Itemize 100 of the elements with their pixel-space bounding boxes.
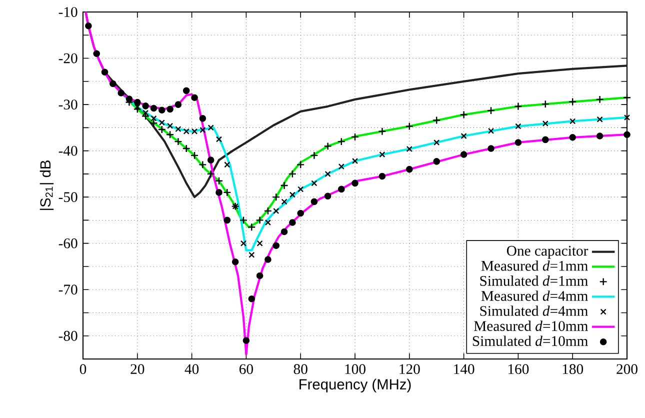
point — [434, 139, 440, 146]
x-tick-label: 0 — [80, 364, 86, 374]
x-axis-title: Frequency (MHz) — [300, 378, 411, 392]
point — [542, 136, 549, 144]
point — [207, 156, 214, 164]
point — [190, 151, 199, 160]
point — [224, 216, 231, 224]
point — [288, 170, 297, 178]
point — [199, 115, 206, 122]
point — [216, 136, 222, 142]
point — [310, 198, 318, 206]
y-tick-label: -10 — [58, 7, 78, 17]
point — [126, 96, 133, 102]
y-tick-label: -30 — [58, 100, 78, 110]
point — [93, 50, 100, 58]
point — [142, 102, 149, 110]
point — [223, 188, 232, 197]
point — [166, 106, 174, 113]
point — [486, 106, 496, 115]
point — [248, 252, 255, 258]
x-tick-label: 160 — [508, 364, 529, 374]
point — [256, 272, 264, 280]
point — [281, 198, 288, 205]
point — [460, 151, 468, 158]
point — [208, 124, 214, 131]
point — [542, 120, 548, 127]
point — [622, 94, 632, 102]
point — [596, 132, 604, 140]
point — [174, 101, 182, 108]
point — [133, 105, 142, 114]
point — [569, 134, 576, 141]
point — [214, 176, 224, 185]
point — [324, 142, 332, 150]
point — [338, 163, 344, 170]
point — [324, 170, 331, 177]
point — [378, 172, 386, 180]
point — [175, 126, 182, 132]
point — [110, 80, 116, 88]
legend-label: Measured d=10mm — [474, 320, 588, 331]
point — [166, 122, 174, 129]
point — [406, 146, 412, 152]
point — [406, 166, 413, 173]
point — [338, 186, 345, 193]
point — [150, 104, 158, 112]
point — [256, 216, 264, 224]
y-tick-label: -70 — [58, 284, 78, 295]
point — [150, 118, 158, 128]
x-tick-label: 80 — [294, 364, 308, 374]
point — [118, 90, 124, 96]
point — [191, 94, 198, 101]
point — [488, 145, 494, 152]
point — [352, 158, 358, 164]
point — [460, 132, 467, 140]
point — [272, 193, 280, 202]
point — [289, 192, 296, 198]
legend-label: Simulated d=1mm — [480, 276, 588, 286]
y-tick-label: -40 — [58, 146, 78, 156]
point — [248, 223, 256, 232]
point — [460, 110, 468, 119]
point — [264, 219, 272, 226]
point — [298, 186, 304, 192]
point — [541, 100, 550, 108]
point — [200, 126, 206, 134]
point — [239, 216, 248, 224]
point — [514, 102, 522, 110]
point — [264, 256, 272, 263]
x-tick-label: 100 — [345, 364, 366, 374]
point — [273, 208, 280, 214]
point — [216, 189, 222, 196]
legend-label: One capacitor — [506, 246, 588, 259]
point — [272, 242, 280, 250]
point — [182, 87, 190, 94]
point — [432, 116, 441, 124]
point — [568, 98, 577, 106]
point — [85, 22, 92, 30]
point — [232, 258, 239, 266]
y-axis-title: |S$_{21}$| dB — [40, 160, 54, 210]
point — [166, 130, 174, 139]
y-tick-label: -80 — [58, 330, 78, 341]
point — [488, 128, 494, 134]
point — [256, 240, 263, 246]
point — [158, 120, 165, 126]
x-tick-label: 60 — [239, 364, 253, 374]
point — [182, 144, 190, 153]
point — [296, 160, 305, 169]
point — [570, 118, 576, 124]
point — [324, 192, 332, 200]
x-tick-label: 200 — [616, 364, 638, 374]
point — [191, 128, 198, 134]
y-tick-label: -20 — [58, 53, 78, 64]
point — [405, 122, 414, 130]
point — [379, 151, 386, 158]
point — [248, 295, 256, 302]
x-tick-label: 140 — [454, 364, 474, 374]
point — [378, 127, 386, 136]
legend-label: Simulated d=10mm — [472, 336, 588, 346]
point — [311, 180, 318, 186]
point — [183, 128, 190, 134]
point — [174, 137, 182, 146]
point — [206, 170, 215, 178]
